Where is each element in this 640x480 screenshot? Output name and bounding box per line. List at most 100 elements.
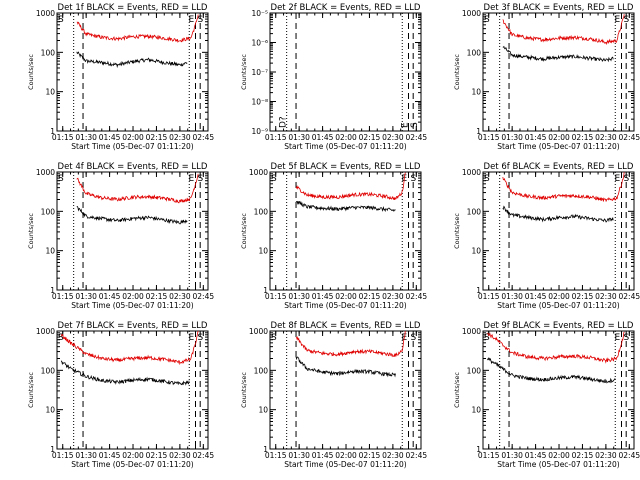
panel-det-3: Det 3f BLACK = Events, RED = LLD 1 10 100 10… xyxy=(453,3,640,151)
start-marker-label: S xyxy=(624,333,630,343)
y-tick-label: 10 xyxy=(258,247,268,256)
events-series-line xyxy=(295,356,396,378)
y-tick-label: 10 xyxy=(471,88,481,97)
x-axis-label: Start Time (05-Dec-07 01:11:20) xyxy=(497,301,619,310)
x-tick-label: 02:00 xyxy=(548,133,570,142)
x-tick-label: 01:45 xyxy=(525,292,547,301)
y-tick-label: 10 xyxy=(471,406,481,415)
end-marker-label: E xyxy=(615,15,621,25)
y-tick-label: 10⁻⁹ xyxy=(251,127,268,136)
lld-series-line xyxy=(76,14,199,43)
x-tick-label: 01:30 xyxy=(75,451,97,460)
y-axis-label: Counts/sec xyxy=(240,213,248,249)
x-tick-label: 02:15 xyxy=(572,133,594,142)
x-tick-label: 02:45 xyxy=(619,133,640,142)
x-tick-label: 01:15 xyxy=(265,451,287,460)
y-tick-label: 1000 xyxy=(36,168,55,177)
start-marker-label: S xyxy=(624,15,630,25)
x-tick-label: 02:00 xyxy=(335,292,357,301)
x-tick-label: 01:15 xyxy=(52,133,74,142)
panel-det-4: Det 4f BLACK = Events, RED = LLD 1 10 100 10… xyxy=(27,162,214,310)
y-tick-label: 100 xyxy=(41,207,56,216)
y-axis-label: Counts/sec xyxy=(27,372,35,408)
x-tick-label: 01:45 xyxy=(99,133,121,142)
x-tick-label: 01:45 xyxy=(312,133,334,142)
panel-title: Det 2f BLACK = Events, RED = LLD xyxy=(271,3,421,13)
x-tick-label: 01:30 xyxy=(501,292,523,301)
rotated-marker-label: D? xyxy=(279,116,289,128)
x-tick-label: 02:15 xyxy=(359,133,381,142)
x-tick-label: 02:15 xyxy=(146,451,168,460)
x-tick-label: 02:30 xyxy=(169,133,191,142)
x-axis-label: Start Time (05-Dec-07 01:11:20) xyxy=(71,301,193,310)
y-tick-label: 10 xyxy=(45,247,55,256)
x-tick-label: 02:00 xyxy=(548,451,570,460)
lld-series-line xyxy=(76,173,199,204)
start-marker-label: S xyxy=(624,174,630,184)
y-tick-label: 1000 xyxy=(462,168,481,177)
start-marker-label: S xyxy=(271,333,277,343)
y-axis-label: Counts/sec xyxy=(27,54,35,90)
y-tick-label: 1 xyxy=(50,127,55,136)
y-tick-label: 10 xyxy=(45,88,55,97)
y-tick-label: 1000 xyxy=(462,9,481,18)
y-tick-label: 10 xyxy=(45,406,55,415)
x-tick-label: 02:15 xyxy=(359,451,381,460)
end-marker-label: E xyxy=(189,15,195,25)
panel-title: Det 4f BLACK = Events, RED = LLD xyxy=(58,162,208,172)
y-tick-label: 1000 xyxy=(36,9,55,18)
events-series-line xyxy=(502,45,614,63)
x-axis-label: Start Time (05-Dec-07 01:11:20) xyxy=(284,460,406,469)
y-axis-label: Counts/sec xyxy=(453,54,461,90)
end-marker-label: E xyxy=(189,333,195,343)
x-tick-label: 02:45 xyxy=(193,292,215,301)
lld-series-line xyxy=(487,331,625,364)
y-tick-label: 1 xyxy=(476,445,481,454)
x-tick-label: 02:45 xyxy=(193,451,215,460)
x-tick-label: 02:45 xyxy=(619,292,640,301)
plot-frame xyxy=(56,171,209,291)
x-tick-label: 02:15 xyxy=(572,451,594,460)
x-tick-label: 02:30 xyxy=(595,133,617,142)
x-tick-label: 02:00 xyxy=(122,451,144,460)
y-axis-label: Counts/sec xyxy=(453,372,461,408)
x-tick-label: 02:30 xyxy=(169,292,191,301)
y-tick-label: 10⁻⁷ xyxy=(251,68,268,77)
y-axis-label: Counts/sec xyxy=(240,54,248,90)
panel-title: Det 9f BLACK = Events, RED = LLD xyxy=(484,321,634,331)
panel-title: Det 5f BLACK = Events, RED = LLD xyxy=(271,162,421,172)
panel-det-8: Det 8f BLACK = Events, RED = LLD 1 10 100 10… xyxy=(240,321,427,469)
start-marker-label: S xyxy=(484,333,490,343)
x-axis-label: Start Time (05-Dec-07 01:11:20) xyxy=(71,142,193,151)
panel-det-1: Det 1f BLACK = Events, RED = LLD 1 10 100 10… xyxy=(27,3,214,151)
y-tick-label: 100 xyxy=(254,207,269,216)
start-marker-label: S xyxy=(198,174,204,184)
y-tick-label: 1000 xyxy=(249,168,268,177)
y-tick-label: 1000 xyxy=(462,327,481,336)
start-marker-label: S xyxy=(484,15,490,25)
x-axis-label: Start Time (05-Dec-07 01:11:20) xyxy=(497,142,619,151)
x-tick-label: 01:45 xyxy=(99,451,121,460)
rotated-marker-label: S xyxy=(410,122,420,128)
plot-frame xyxy=(269,330,422,450)
start-marker-label: S xyxy=(411,174,417,184)
x-tick-label: 02:45 xyxy=(406,451,428,460)
x-tick-label: 02:00 xyxy=(335,133,357,142)
panel-det-9: Det 9f BLACK = Events, RED = LLD 1 10 100 10… xyxy=(453,321,640,469)
events-series-line xyxy=(76,205,188,225)
panel-title: Det 6f BLACK = Events, RED = LLD xyxy=(484,162,634,172)
x-tick-label: 01:15 xyxy=(265,133,287,142)
panel-det-5: Det 5f BLACK = Events, RED = LLD 1 10 100 10… xyxy=(240,162,427,310)
x-tick-label: 02:45 xyxy=(193,133,215,142)
y-tick-label: 100 xyxy=(467,366,482,375)
x-tick-label: 02:00 xyxy=(335,451,357,460)
events-series-line xyxy=(487,357,616,384)
y-tick-label: 10⁻⁵ xyxy=(251,9,268,18)
y-tick-label: 100 xyxy=(254,366,269,375)
panel-title: Det 8f BLACK = Events, RED = LLD xyxy=(271,321,421,331)
x-tick-label: 01:30 xyxy=(288,451,310,460)
x-tick-label: 02:45 xyxy=(619,451,640,460)
y-tick-label: 100 xyxy=(41,366,56,375)
events-series-line xyxy=(295,200,396,213)
lld-series-line xyxy=(502,14,625,46)
